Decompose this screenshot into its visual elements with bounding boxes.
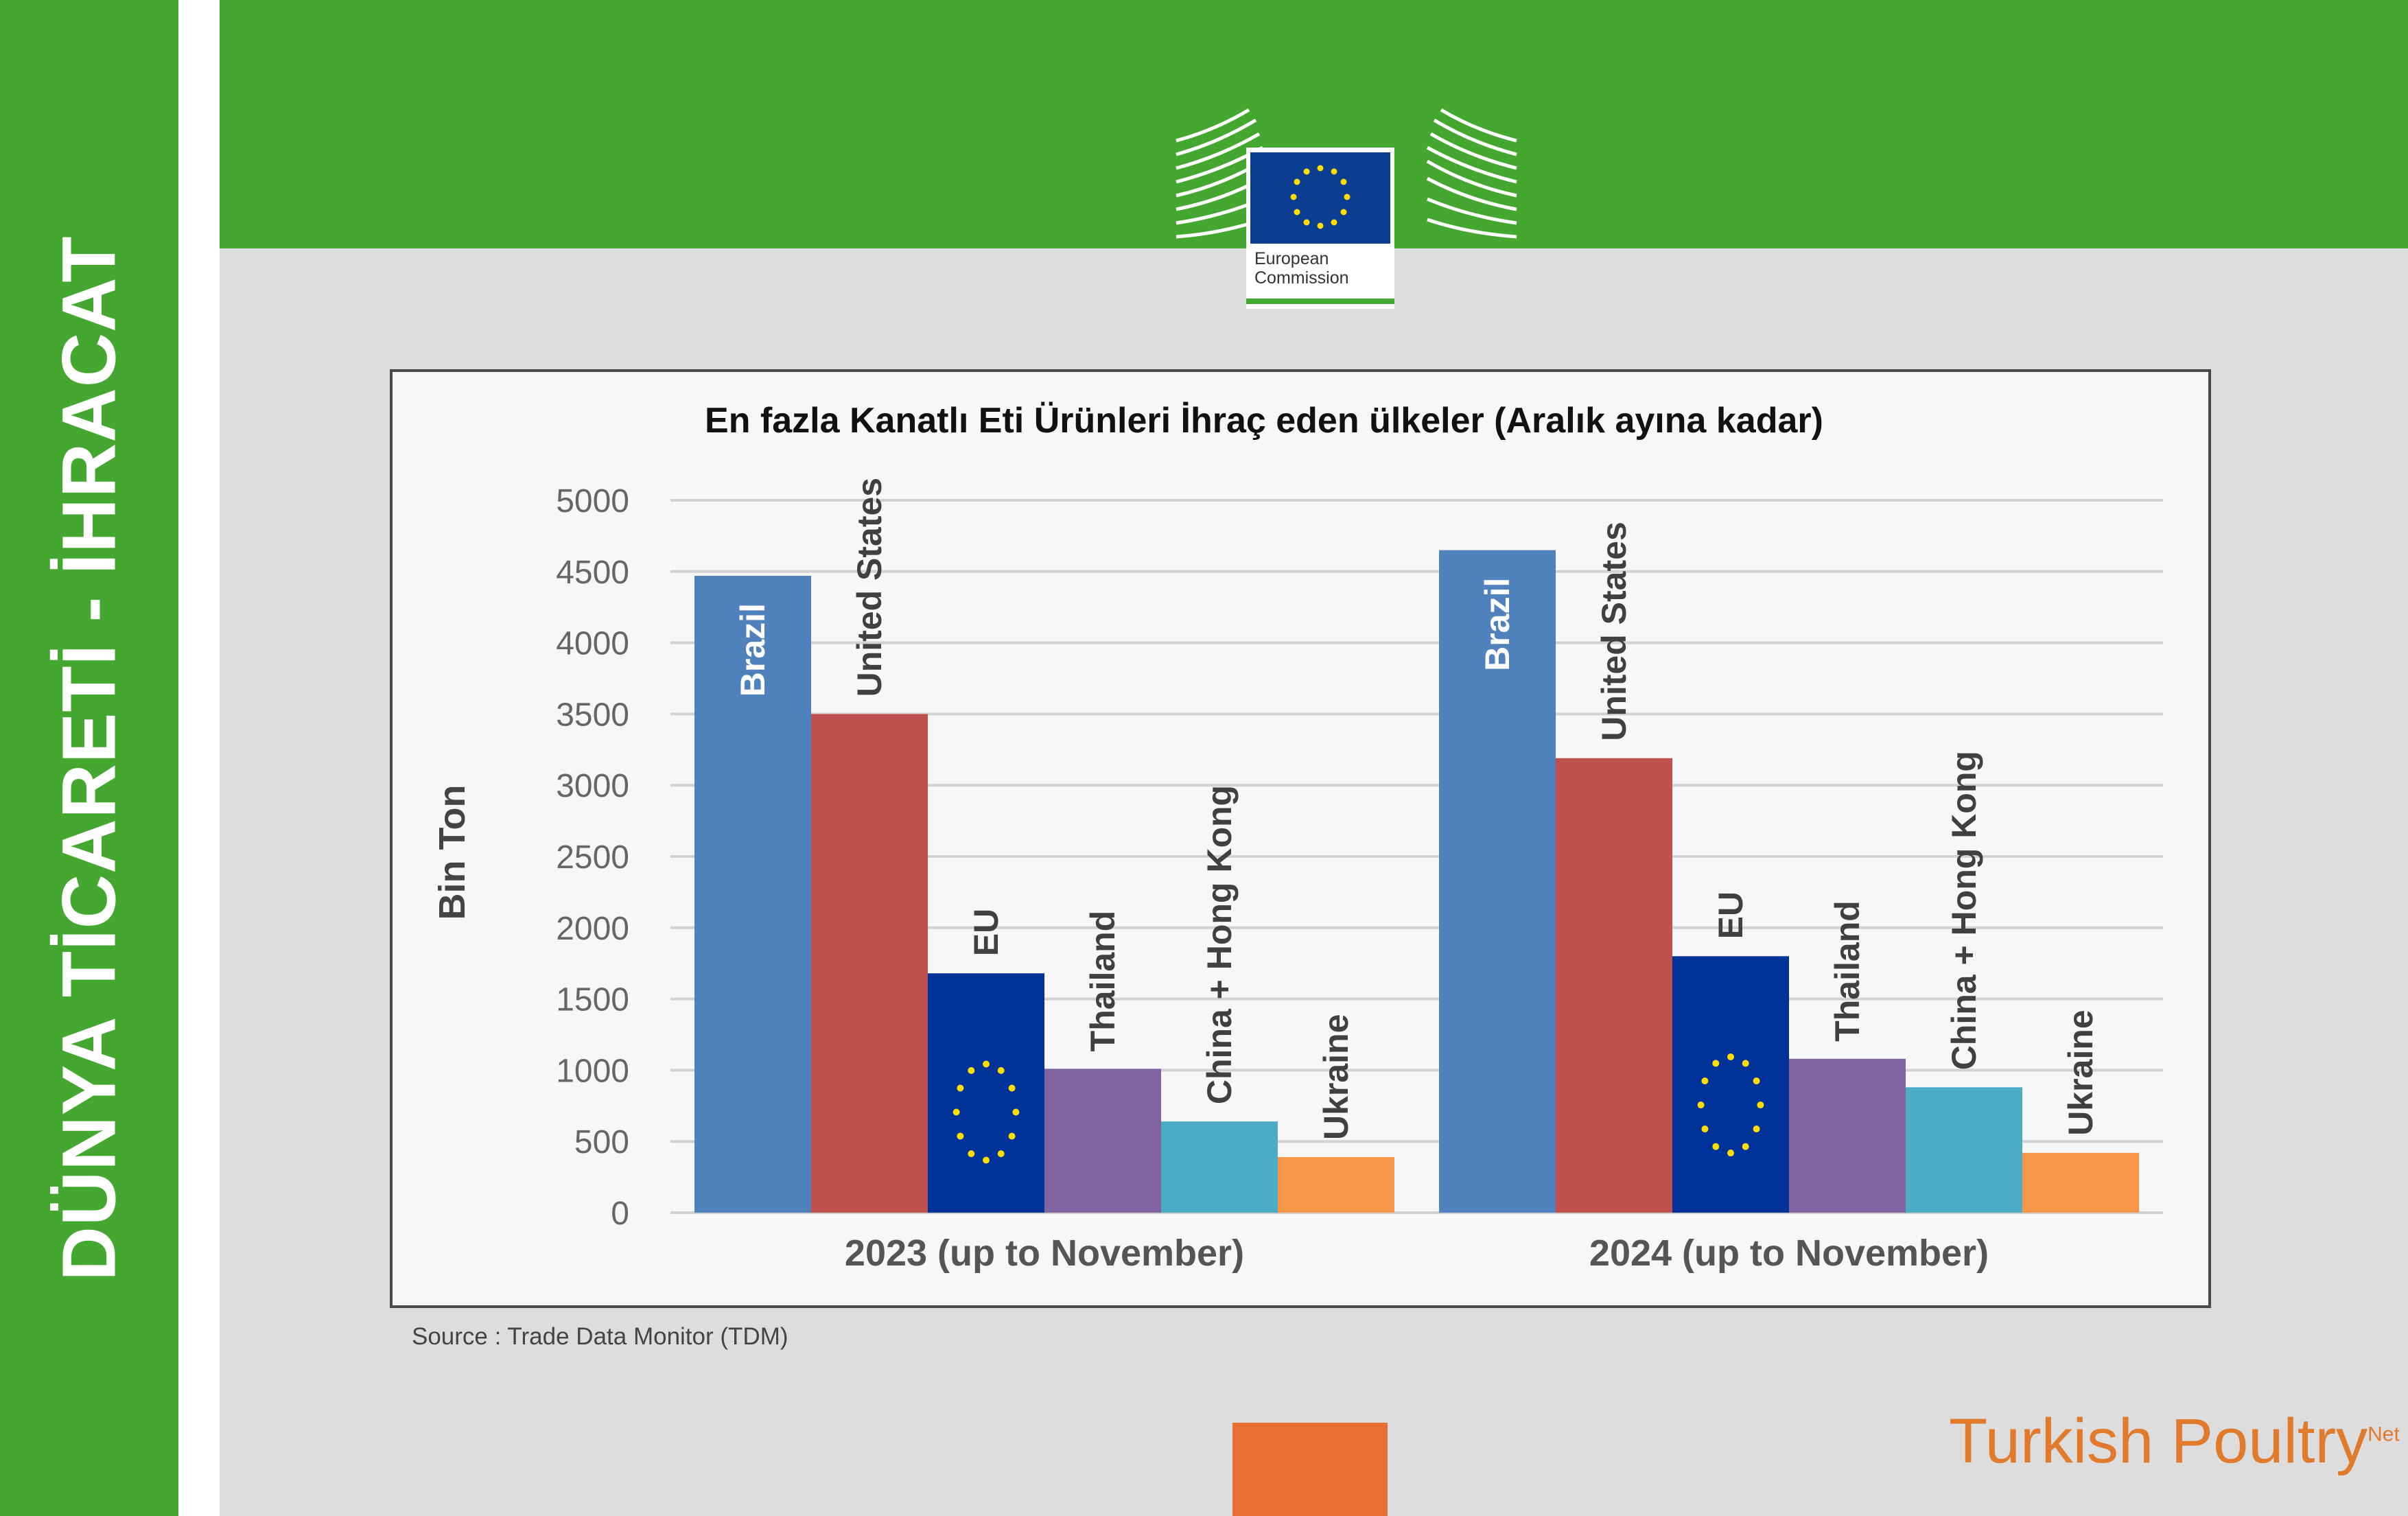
- source-note: Source : Trade Data Monitor (TDM): [412, 1323, 788, 1350]
- chart-frame: En fazla Kanatlı Eti Ürünleri İhraç eden…: [390, 369, 2211, 1308]
- ec-line2: Commission: [1254, 268, 1349, 288]
- y-tick-label: 1500: [556, 982, 629, 1018]
- eu-star: [1742, 1060, 1749, 1067]
- eu-star: [1701, 1126, 1709, 1133]
- bar-ukraine-1: [2022, 1152, 2139, 1213]
- bar-chart: En fazla Kanatlı Eti Ürünleri İhraç eden…: [432, 401, 2163, 1274]
- eu-star: [957, 1132, 964, 1140]
- bar-label: Ukraine: [2061, 1010, 2100, 1135]
- eu-star: [957, 1084, 964, 1092]
- eu-star: [997, 1150, 1005, 1158]
- eu-star: [968, 1150, 975, 1158]
- left-green-strip: [0, 0, 178, 1516]
- chart-title: En fazla Kanatlı Eti Ürünleri İhraç eden…: [705, 401, 1823, 441]
- eu-star: [1742, 1143, 1749, 1150]
- bar-label: China + Hong Kong: [1200, 785, 1239, 1104]
- eu-star: [997, 1066, 1005, 1074]
- bar-label: Brazil: [734, 603, 772, 697]
- eu-star: [1712, 1143, 1720, 1150]
- eu-star: [952, 1108, 960, 1116]
- y-tick-label: 2000: [556, 911, 629, 947]
- bar-label: Thailand: [1084, 911, 1122, 1052]
- orange-accent-block: [1232, 1423, 1388, 1516]
- y-tick-label: 500: [574, 1124, 629, 1161]
- eu-star: [1753, 1126, 1760, 1133]
- eu-star: [1712, 1060, 1720, 1067]
- y-tick-label: 3500: [556, 697, 629, 733]
- bar-thailand-0: [1044, 1069, 1161, 1213]
- eu-star: [1727, 1053, 1734, 1061]
- brand-name: Turkish Poultry: [1949, 1406, 2368, 1476]
- y-tick-label: 2500: [556, 839, 629, 876]
- bar-label: United States: [1595, 522, 1633, 741]
- bar-label: Brazil: [1478, 578, 1517, 671]
- x-category-label: 2024 (up to November): [1589, 1233, 1989, 1274]
- bar-united-states-1: [1556, 758, 1672, 1213]
- bar-label: EU: [1711, 891, 1750, 939]
- brand-logo: Turkish PoultryNet: [1949, 1406, 2400, 1478]
- bar-china-hong-kong-1: [1906, 1087, 2022, 1213]
- y-tick-label: 3000: [556, 768, 629, 804]
- bar-brazil-0: [694, 576, 811, 1213]
- eu-star: [1757, 1101, 1764, 1109]
- eu-star: [1697, 1101, 1705, 1109]
- sidebar-title: DÜNYA TİCARETİ - İHRACAT: [47, 235, 132, 1281]
- eu-star: [983, 1156, 990, 1164]
- eu-star: [1008, 1132, 1016, 1140]
- bar-brazil-1: [1439, 550, 1556, 1213]
- eu-star: [1012, 1108, 1020, 1116]
- bar-china-hong-kong-0: [1161, 1121, 1278, 1213]
- bar-label: United States: [850, 478, 889, 697]
- eu-star: [1753, 1077, 1760, 1085]
- eu-star: [1701, 1077, 1709, 1085]
- bar-label: Ukraine: [1317, 1014, 1355, 1140]
- bar-label: EU: [967, 909, 1005, 956]
- x-category-label: 2023 (up to November): [845, 1233, 1244, 1274]
- y-tick-label: 1000: [556, 1053, 629, 1089]
- european-commission-logo: European Commission: [1176, 108, 1517, 309]
- eu-star: [983, 1060, 990, 1068]
- bar-thailand-1: [1789, 1058, 1906, 1213]
- y-tick-label: 5000: [556, 483, 629, 520]
- bar-eu-0: [928, 973, 1044, 1213]
- brand-suffix: Net: [2368, 1423, 2400, 1446]
- ec-line1: European: [1254, 249, 1329, 268]
- white-separator: [178, 0, 220, 1516]
- bar-ukraine-0: [1278, 1157, 1394, 1213]
- y-axis-label: Bin Ton: [432, 785, 473, 920]
- bar-united-states-0: [811, 714, 928, 1213]
- y-tick-label: 4000: [556, 626, 629, 662]
- bar-eu-1: [1672, 956, 1789, 1213]
- y-tick-label: 4500: [556, 555, 629, 591]
- bar-label: China + Hong Kong: [1945, 751, 1983, 1070]
- y-tick-label: 0: [611, 1196, 629, 1232]
- eu-star: [968, 1066, 975, 1074]
- eu-star: [1008, 1084, 1016, 1092]
- bar-label: Thailand: [1828, 900, 1867, 1042]
- eu-stars: [1290, 165, 1351, 229]
- eu-star: [1727, 1150, 1734, 1157]
